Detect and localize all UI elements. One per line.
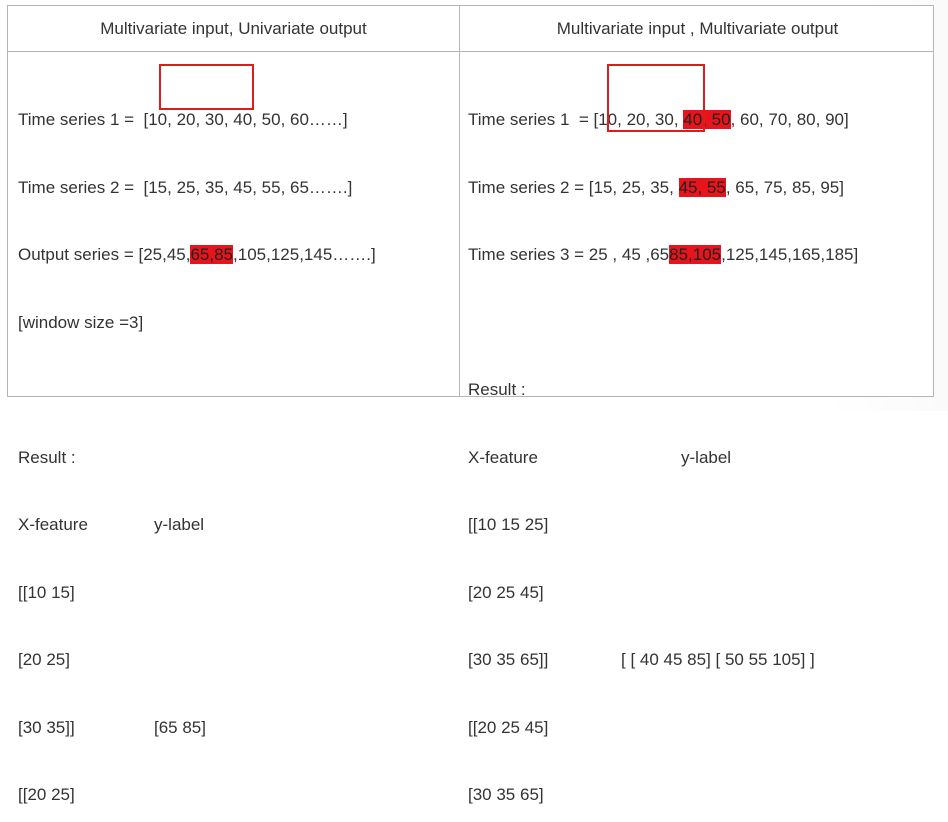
left-row: [30 35]] [65 85] xyxy=(18,717,376,740)
right-ts3-label: Time series 3 = xyxy=(468,245,589,264)
right-ts2-label: Time series 2 = xyxy=(468,177,589,197)
right-ts2-highlight: 45, 55 xyxy=(678,177,726,197)
left-y-value-1: [65 85] xyxy=(154,717,206,737)
left-ts2-window: [15, 25, 35, xyxy=(143,177,229,197)
comparison-table: Multivariate input, Univariate output Mu… xyxy=(7,5,934,804)
right-ts1-line: Time series 1 = [10, 20, 30, 40, 50, 60,… xyxy=(468,110,849,129)
left-output-highlight: 65,85 xyxy=(190,245,234,264)
right-xfeature-header: X-feature xyxy=(468,447,538,467)
left-ts1-line: Time series 1 = [10, 20, 30, 40, 50, 60…… xyxy=(18,109,376,132)
right-ts1-highlight: 40, 50 xyxy=(683,110,731,129)
left-ts2-label: Time series 2 = xyxy=(18,177,144,197)
right-row: [[10 15 25] xyxy=(468,515,549,534)
right-ylabel-header: y-label xyxy=(681,447,732,467)
right-ts3-highlight: 85,105 xyxy=(669,245,722,264)
right-window-box xyxy=(607,64,705,132)
right-column-headers: X-feature y-label xyxy=(468,447,858,470)
left-ts1-rest: 40, 50, 60……] xyxy=(228,110,348,129)
header-right: Multivariate input , Multivariate output xyxy=(556,19,839,38)
left-ts2-line: Time series 2 = [15, 25, 35, 45, 55, 65…… xyxy=(18,177,376,200)
right-ts1-window: [10, 20, 30 xyxy=(593,110,674,129)
left-ylabel-header: y-label xyxy=(154,515,205,534)
header-divider xyxy=(8,51,933,52)
left-output-line: Output series = [25,45,65,85,105,125,145… xyxy=(18,244,376,267)
right-ts2-line: Time series 2 = [15, 25, 35, 45, 55, 65,… xyxy=(468,177,844,197)
right-ts1-label: Time series 1 = xyxy=(468,110,594,129)
left-xfeature-header: X-feature xyxy=(18,515,88,534)
left-window-size: [window size =3] xyxy=(18,312,144,332)
left-row: [20 25] xyxy=(18,650,70,669)
left-column-headers: X-feature y-label xyxy=(18,514,376,537)
right-ts3-rest: ,125,145,165,185] xyxy=(721,245,859,264)
left-output-label: Output series = [25,45, xyxy=(18,245,191,264)
right-y-value-1: [ [ 40 45 85] [ 50 55 105] ] xyxy=(621,650,815,669)
right-ts3-line: Time series 3 = 25 , 45 ,6585,105,125,14… xyxy=(468,244,858,267)
spacer xyxy=(18,379,376,402)
right-row: [30 35 65] xyxy=(468,785,544,804)
right-ts1-rest: , 60, 70, 80, 90] xyxy=(730,110,849,129)
left-output-rest: ,105,125,145…….] xyxy=(233,245,376,264)
left-row: [[20 25] xyxy=(18,785,75,804)
right-ts2-window: [15, 25, 35 xyxy=(588,177,670,197)
spacer xyxy=(468,312,858,335)
right-row: [20 25 45] xyxy=(468,582,544,602)
left-ts2-rest: 45, 55, 65…….] xyxy=(228,177,353,197)
left-ts1-label: Time series 1 = xyxy=(18,110,144,129)
left-window-box xyxy=(159,64,254,110)
right-ts3-window: 25 , 45 ,65 xyxy=(588,245,670,264)
right-ts2-rest: , 65, 75, 85, 95] xyxy=(725,177,844,197)
right-result-label: Result : xyxy=(468,380,526,399)
left-result-label: Result : xyxy=(18,447,76,467)
right-cell: Time series 1 = [10, 20, 30, 40, 50, 60,… xyxy=(468,64,858,822)
header-left: Multivariate input, Univariate output xyxy=(100,19,367,38)
right-row: [[20 25 45] xyxy=(468,717,549,737)
column-divider xyxy=(459,6,460,396)
left-ts1-window: [10, 20, 30, xyxy=(143,110,229,129)
right-row: [30 35 65]][ [ 40 45 85] [ 50 55 105] ] xyxy=(468,649,858,672)
left-cell: Time series 1 = [10, 20, 30, 40, 50, 60…… xyxy=(18,64,376,822)
left-row: [[10 15] xyxy=(18,582,75,602)
